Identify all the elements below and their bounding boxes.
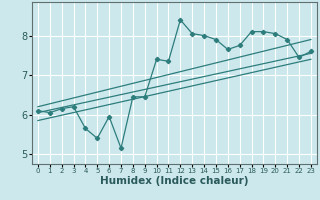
X-axis label: Humidex (Indice chaleur): Humidex (Indice chaleur) [100,176,249,186]
